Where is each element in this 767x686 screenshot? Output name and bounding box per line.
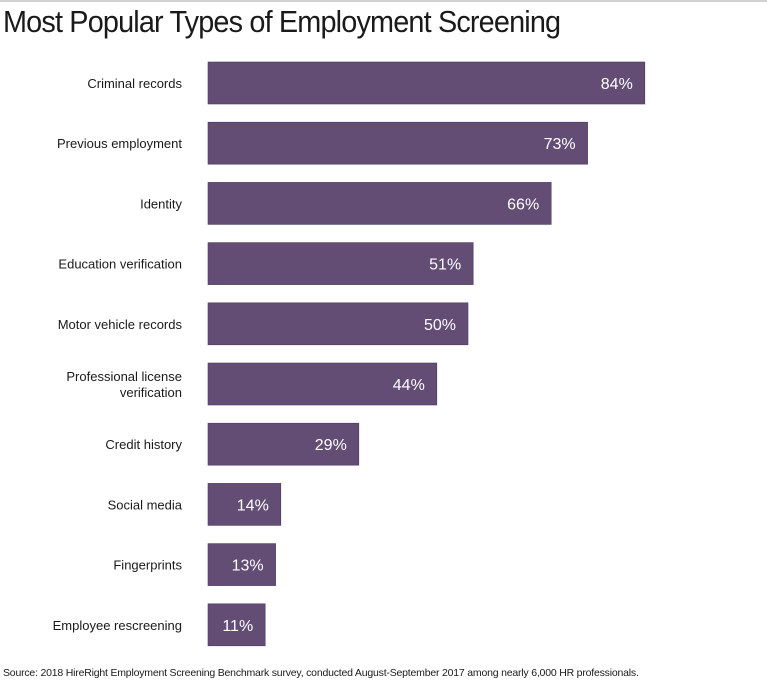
bar [207, 121, 588, 165]
category-label: Fingerprints [113, 558, 182, 573]
category-label: Social media [108, 497, 183, 512]
bar [207, 362, 438, 406]
category-label: Identity [140, 196, 182, 211]
bar [207, 603, 266, 647]
category-label: Education verification [58, 257, 182, 272]
bar [207, 543, 276, 586]
bar [207, 61, 646, 105]
bar [207, 422, 360, 466]
data-label: 13% [232, 558, 264, 575]
data-label: 44% [393, 377, 425, 394]
source-note: Source: 2018 HireRight Employment Screen… [3, 667, 639, 679]
data-label: 66% [507, 196, 539, 213]
bar [207, 182, 552, 225]
bar [207, 483, 282, 526]
category-label: Professional license verification [66, 369, 182, 400]
data-label: 73% [544, 136, 576, 153]
category-label: Motor vehicle records [58, 317, 183, 332]
top-border [0, 0, 767, 2]
chart-title: Most Popular Types of Employment Screeni… [3, 4, 561, 39]
data-label: 14% [237, 497, 269, 514]
bar [207, 302, 469, 346]
category-label: Criminal records [87, 76, 182, 91]
category-label: Employee rescreening [53, 618, 182, 633]
category-label: Credit history [105, 437, 182, 452]
category-label: Previous employment [57, 136, 182, 151]
data-label: 11% [222, 618, 253, 635]
data-label: 50% [424, 317, 456, 334]
data-label: 51% [429, 257, 461, 274]
data-label: 84% [601, 76, 633, 93]
bar [207, 242, 474, 285]
data-label: 29% [315, 437, 347, 454]
